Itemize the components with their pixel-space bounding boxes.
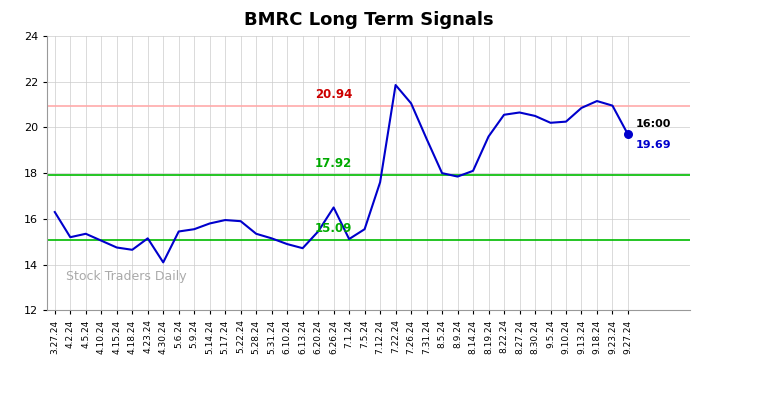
- Text: 20.94: 20.94: [315, 88, 352, 101]
- Point: [622, 131, 634, 138]
- Text: 15.09: 15.09: [315, 222, 352, 235]
- Text: Stock Traders Daily: Stock Traders Daily: [67, 270, 187, 283]
- Title: BMRC Long Term Signals: BMRC Long Term Signals: [244, 11, 493, 29]
- Text: 19.69: 19.69: [636, 140, 671, 150]
- Text: 16:00: 16:00: [636, 119, 671, 129]
- Text: 17.92: 17.92: [315, 157, 352, 170]
